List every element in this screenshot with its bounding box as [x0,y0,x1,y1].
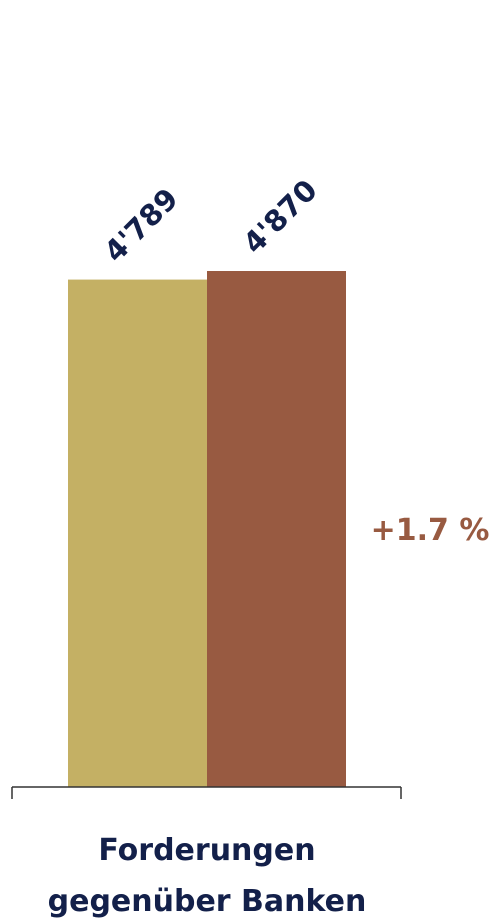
bar-value-label-1: 4'789 [97,181,184,268]
category-label-line-2: gegenüber Banken [48,884,367,919]
value-labels-group: 4'789 4'870 [97,173,323,269]
change-annotation: +1.7 % [371,513,490,548]
bar-2 [207,271,346,787]
bar-value-label-2: 4'870 [236,173,323,260]
bars-group [68,271,346,787]
x-axis [11,786,402,799]
bar-1 [68,279,207,787]
category-label-line-1: Forderungen [98,833,315,868]
